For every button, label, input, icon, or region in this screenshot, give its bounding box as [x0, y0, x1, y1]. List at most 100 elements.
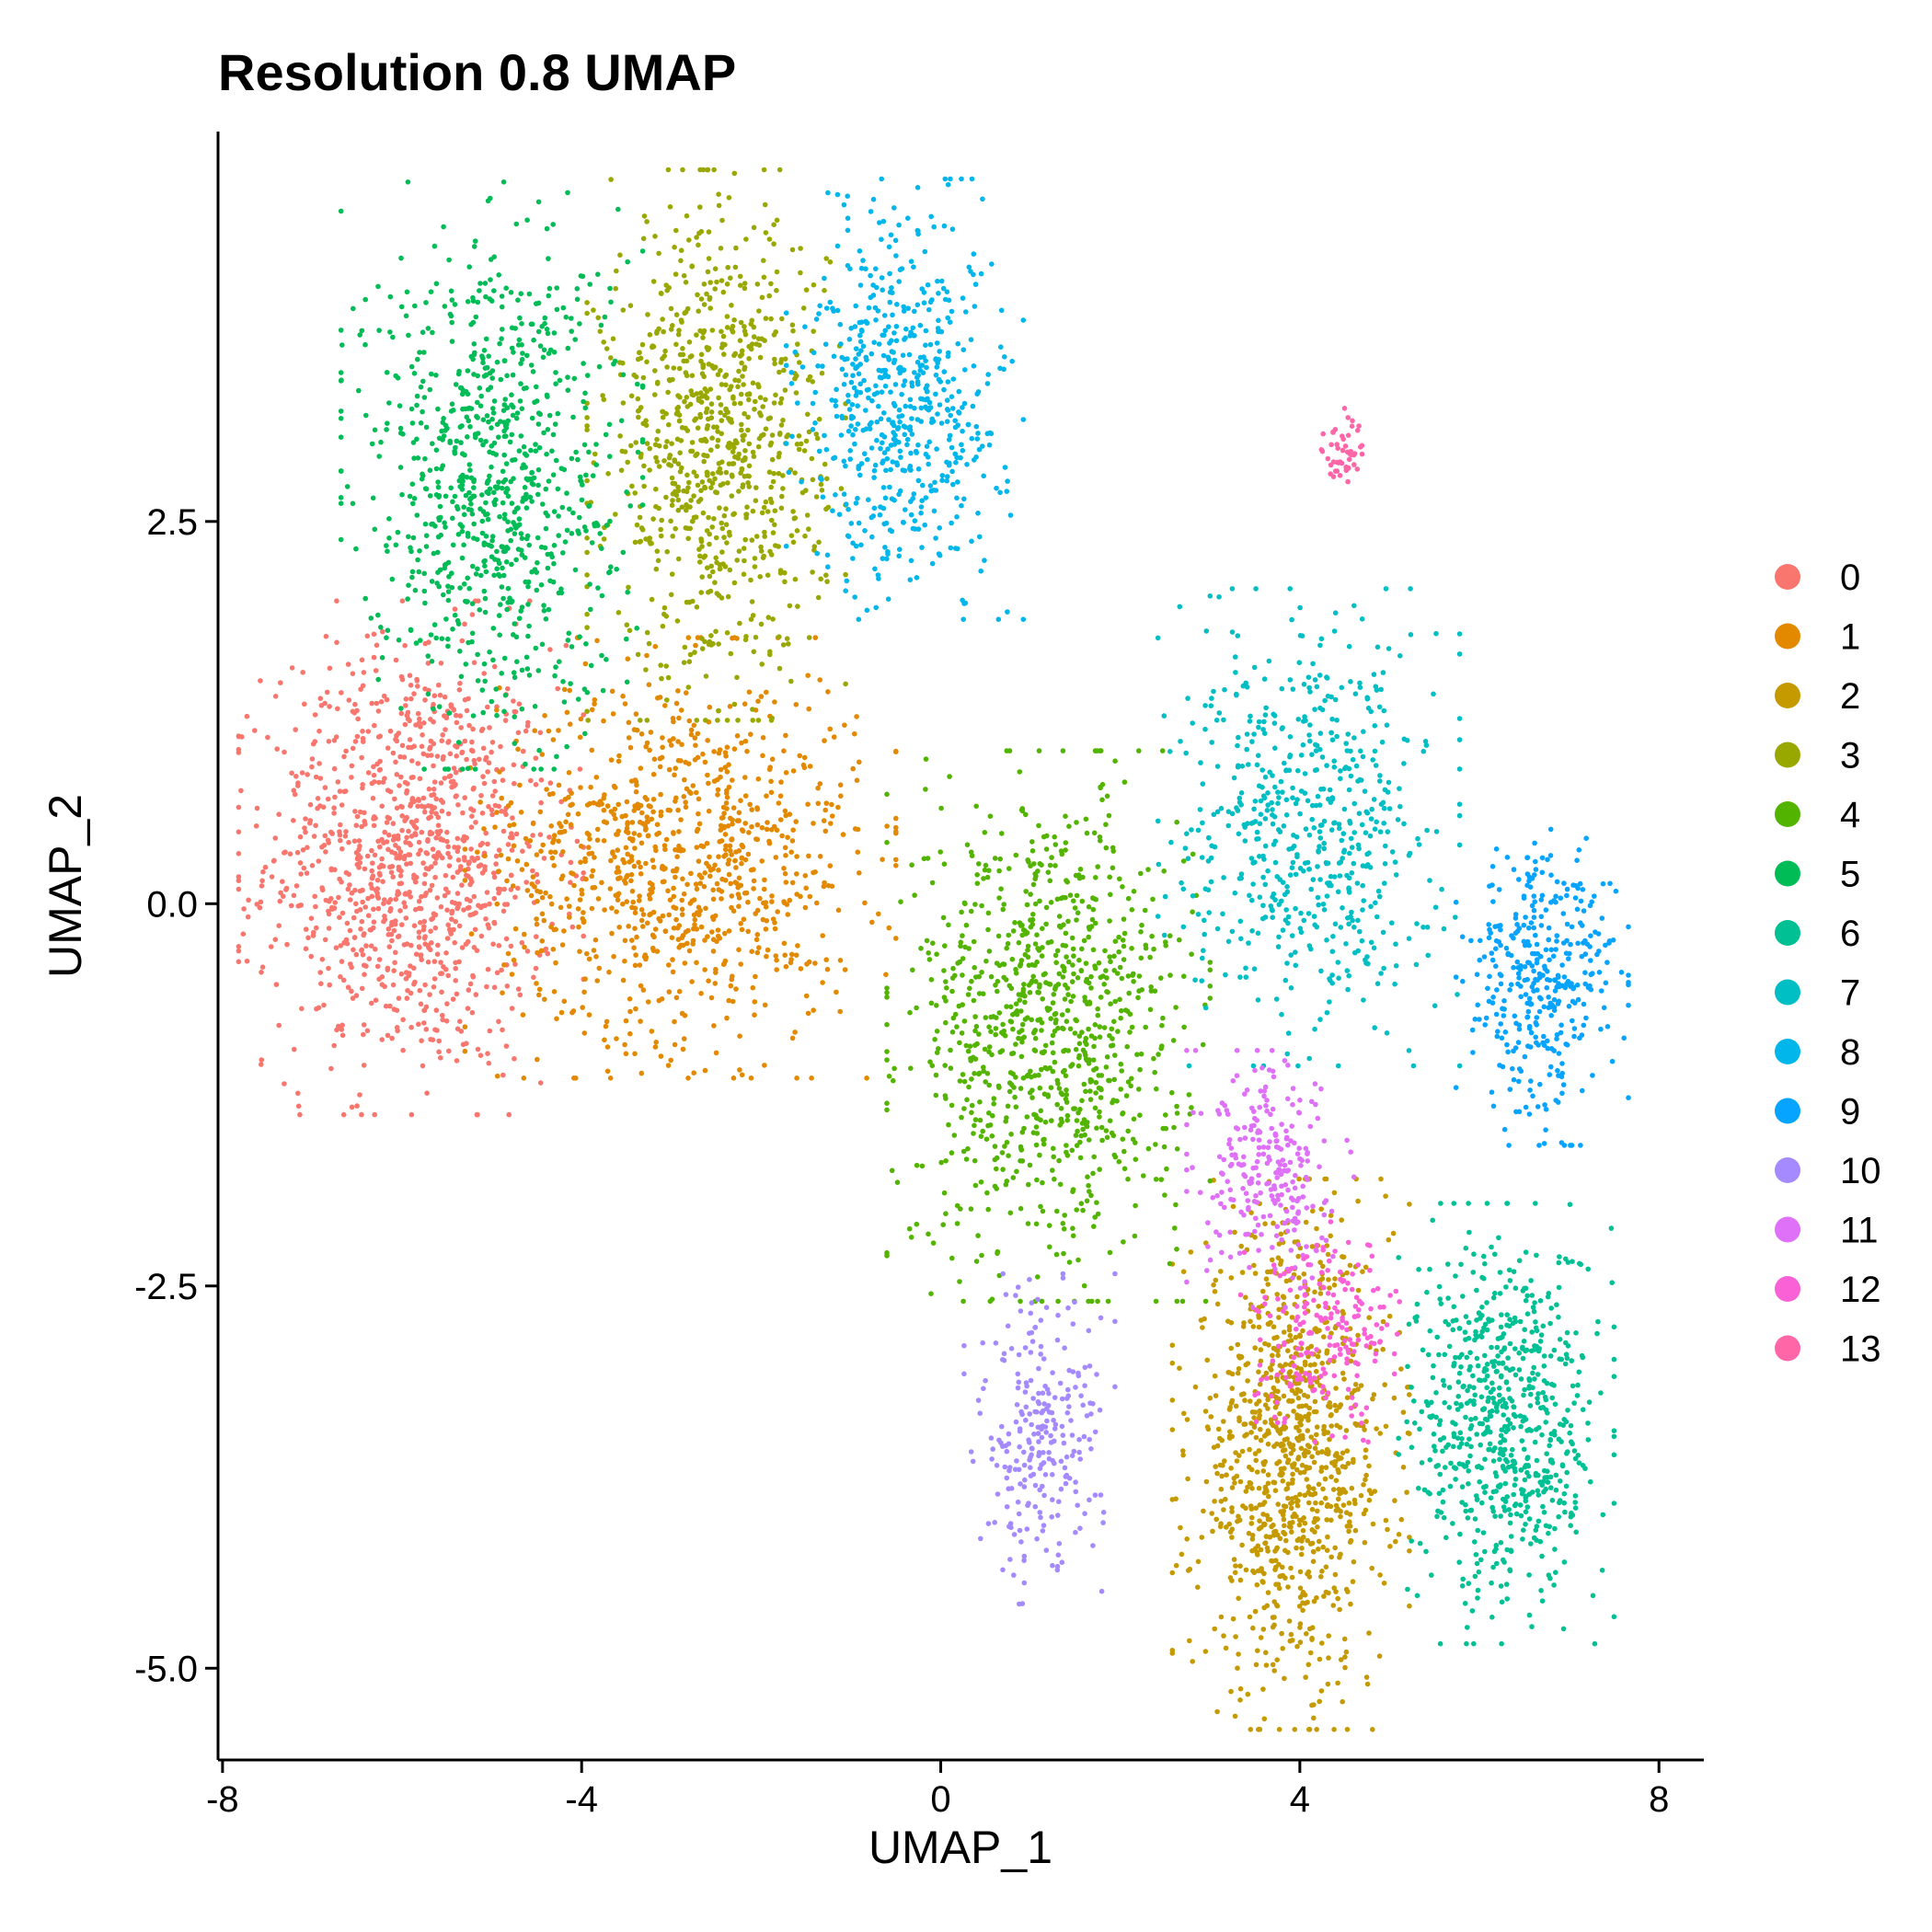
point [449, 319, 455, 326]
point [568, 802, 573, 809]
point [475, 373, 480, 379]
point [1169, 1570, 1176, 1576]
point [724, 790, 730, 796]
point [718, 827, 724, 833]
point [710, 569, 716, 575]
point [520, 748, 526, 754]
point [1079, 1098, 1085, 1104]
point [620, 307, 627, 313]
point [954, 1024, 960, 1029]
point [884, 995, 890, 1000]
point [1096, 1085, 1102, 1091]
point [1190, 909, 1195, 914]
point [1091, 1043, 1097, 1050]
point [706, 256, 712, 261]
point [1285, 1481, 1292, 1487]
point [622, 958, 627, 964]
point [673, 799, 678, 804]
point [788, 849, 794, 855]
point [465, 938, 471, 945]
point [680, 933, 686, 938]
point [1236, 1651, 1241, 1657]
point [995, 988, 1000, 995]
point [1174, 1146, 1180, 1152]
point [775, 909, 780, 914]
point [1069, 935, 1075, 941]
point [413, 879, 419, 885]
point [1158, 1177, 1165, 1182]
point [960, 1148, 967, 1155]
point [1107, 1118, 1113, 1123]
point [470, 972, 476, 979]
point [368, 943, 374, 949]
point [707, 573, 713, 580]
point [1074, 1207, 1079, 1213]
point [1098, 1095, 1104, 1100]
point [482, 563, 488, 569]
point [773, 855, 779, 860]
point [983, 1015, 989, 1020]
point [1064, 1018, 1070, 1024]
point [305, 845, 310, 850]
point [295, 1090, 301, 1097]
point [445, 844, 452, 850]
point [328, 1065, 334, 1072]
point [1107, 1032, 1112, 1039]
point [909, 862, 914, 868]
point [952, 1011, 959, 1018]
point [647, 912, 652, 918]
point [918, 946, 924, 951]
point [781, 899, 787, 904]
point [1248, 1466, 1255, 1473]
point [1328, 1554, 1334, 1560]
point [702, 1067, 708, 1074]
point [567, 914, 572, 920]
point [1294, 1499, 1300, 1505]
point [1087, 1189, 1092, 1194]
point [1360, 1269, 1365, 1274]
point [1299, 1462, 1305, 1468]
point [608, 355, 614, 361]
point [294, 849, 301, 856]
point [1152, 988, 1158, 994]
point [630, 899, 636, 905]
point [622, 1041, 627, 1048]
point [698, 924, 705, 930]
point [719, 520, 724, 526]
point [771, 470, 776, 477]
point [673, 525, 678, 532]
point [459, 391, 466, 397]
point [1077, 867, 1084, 872]
point [1297, 1491, 1303, 1498]
point [295, 1103, 302, 1110]
point [419, 1038, 424, 1043]
point [1254, 1401, 1259, 1407]
point [934, 1003, 939, 1008]
point [418, 1001, 424, 1007]
point [789, 838, 796, 844]
point [450, 874, 456, 880]
point [399, 742, 406, 749]
point [691, 514, 697, 521]
point [497, 769, 502, 775]
point [1023, 889, 1029, 894]
point [640, 236, 647, 242]
point [713, 535, 719, 541]
point [663, 282, 669, 288]
point [988, 1029, 994, 1035]
point [1160, 1125, 1167, 1132]
point [1124, 1043, 1130, 1050]
point [1234, 1473, 1240, 1479]
point [359, 985, 365, 992]
point [555, 685, 560, 692]
point [1300, 1435, 1305, 1442]
point [701, 302, 707, 307]
point [705, 934, 710, 939]
point [1344, 1395, 1351, 1400]
point [676, 412, 683, 419]
point [781, 866, 787, 871]
point [1018, 1205, 1024, 1212]
point [736, 947, 742, 953]
point [716, 641, 721, 647]
point [815, 785, 821, 791]
